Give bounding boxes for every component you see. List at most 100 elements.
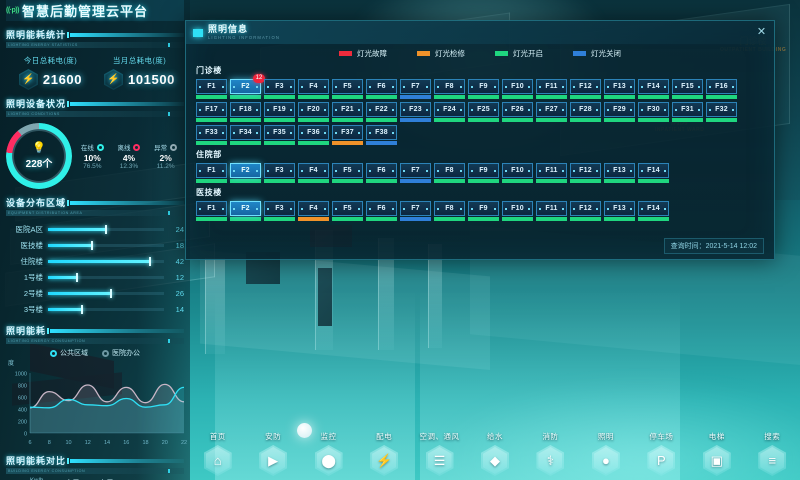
floor-cell-f6[interactable]: F6 [366, 79, 397, 99]
floor-cell-f17[interactable]: F17 [196, 102, 227, 122]
close-icon[interactable]: ✕ [756, 26, 767, 38]
nav-item-bulb[interactable]: 照明 ● [582, 431, 630, 476]
floor-cell-f1[interactable]: F1 [196, 201, 227, 221]
floor-cell-f22[interactable]: F22 [366, 102, 397, 122]
floor-cell-f25[interactable]: F25 [468, 102, 499, 122]
floor-cell-f13[interactable]: F13 [604, 79, 635, 99]
floor-cell-f2[interactable]: F2 [230, 201, 261, 221]
floor-cell-f30[interactable]: F30 [638, 102, 669, 122]
floor-cell-f5[interactable]: F5 [332, 201, 363, 221]
floor-cell-f6[interactable]: F6 [366, 163, 397, 183]
floor-cell-f19[interactable]: F19 [264, 102, 295, 122]
floor-cell-status [264, 179, 295, 183]
floor-cell-status [570, 118, 601, 122]
floor-cell-f29[interactable]: F29 [604, 102, 635, 122]
nav-item-search[interactable]: 搜索 ≡ [748, 431, 796, 476]
floor-cell-f12[interactable]: F12 [570, 201, 601, 221]
floor-cell-f3[interactable]: F3 [264, 201, 295, 221]
floor-cell-f7[interactable]: F7 [400, 79, 431, 99]
floor-cell-f13[interactable]: F13 [604, 201, 635, 221]
floor-cell-f2[interactable]: F2 12 [230, 74, 265, 99]
floor-cell-f7[interactable]: F7 [400, 201, 431, 221]
floor-cell-f4[interactable]: F4 [298, 201, 329, 221]
nav-item-home[interactable]: 首页 ⌂ [194, 431, 242, 476]
nav-item-elevator[interactable]: 电梯 ▣ [693, 431, 741, 476]
floor-cell-f8[interactable]: F8 [434, 201, 465, 221]
floor-cell-f14[interactable]: F14 [638, 163, 669, 183]
floor-cell-f14[interactable]: F14 [638, 201, 669, 221]
floor-cell-f38[interactable]: F38 [366, 125, 397, 145]
floor-cell-f5[interactable]: F5 [332, 163, 363, 183]
floor-cell-f7[interactable]: F7 [400, 163, 431, 183]
floor-cell-label: F5 [343, 83, 352, 90]
floor-cell-f31[interactable]: F31 [672, 102, 703, 122]
nav-item-monitor[interactable]: 监控 ⬤ [305, 431, 353, 476]
floor-cell-f1[interactable]: F1 [196, 79, 227, 99]
floor-cell-f34[interactable]: F34 [230, 125, 261, 145]
svg-text:0: 0 [24, 432, 27, 438]
nav-item-hvac[interactable]: 空调、通风 ☰ [416, 431, 464, 476]
floor-cell-status [604, 179, 635, 183]
floor-cell-f27[interactable]: F27 [536, 102, 567, 122]
floor-cell-f5[interactable]: F5 [332, 79, 363, 99]
floor-cell-f16[interactable]: F16 [706, 79, 737, 99]
nav-item-camera[interactable]: 安防 ▶ [249, 431, 297, 476]
floor-cell-f32[interactable]: F32 [706, 102, 737, 122]
floor-cell-label: F11 [545, 205, 558, 212]
floor-cell-label: F2 [241, 83, 250, 90]
floor-cell-f15[interactable]: F15 [672, 79, 703, 99]
floor-cell-f11[interactable]: F11 [536, 201, 567, 221]
floor-cell-f2[interactable]: F2 [230, 163, 261, 183]
floor-cell-body: F37 [332, 125, 363, 140]
floor-cell-f9[interactable]: F9 [468, 201, 499, 221]
floor-cell-f10[interactable]: F10 [502, 163, 533, 183]
floor-cell-f23[interactable]: F23 [400, 102, 431, 122]
floor-cell-f26[interactable]: F26 [502, 102, 533, 122]
floor-cell-f13[interactable]: F13 [604, 163, 635, 183]
floor-cell-f10[interactable]: F10 [502, 201, 533, 221]
floor-cell-body: F20 [298, 102, 329, 117]
nav-item-water[interactable]: 给水 ◆ [471, 431, 519, 476]
floor-cell-f4[interactable]: F4 [298, 163, 329, 183]
floor-cell-f33[interactable]: F33 [196, 125, 227, 145]
floor-cell-f9[interactable]: F9 [468, 163, 499, 183]
floor-cell-f12[interactable]: F12 [570, 163, 601, 183]
floor-cell-label: F9 [479, 83, 488, 90]
nav-item-bolt[interactable]: 配电 ⚡ [360, 431, 408, 476]
floor-cell-f11[interactable]: F11 [536, 79, 567, 99]
floor-cell-f8[interactable]: F8 [434, 163, 465, 183]
nav-label: 搜索 [764, 432, 781, 441]
nav-hex-background: ▶ [259, 445, 288, 476]
radio-public-area[interactable]: 公共区域 [50, 348, 88, 358]
floor-cell-f10[interactable]: F10 [502, 79, 533, 99]
bar-knob [109, 288, 112, 298]
radio-hospital-office[interactable]: 医院办公 [102, 348, 140, 358]
floor-cell-f21[interactable]: F21 [332, 102, 363, 122]
floor-cell-f12[interactable]: F12 [570, 79, 601, 99]
floor-cell-f18[interactable]: F18 [230, 102, 261, 122]
floor-cell-f28[interactable]: F28 [570, 102, 601, 122]
floor-cell-f11[interactable]: F11 [536, 163, 567, 183]
nav-item-fire[interactable]: 消防 ⚕ [526, 431, 574, 476]
floor-cell-f3[interactable]: F3 [264, 79, 295, 99]
floor-cell-f24[interactable]: F24 [434, 102, 465, 122]
floor-cell-f3[interactable]: F3 [264, 163, 295, 183]
floor-cell-f9[interactable]: F9 [468, 79, 499, 99]
floor-cell-f8[interactable]: F8 [434, 79, 465, 99]
floor-cell-f20[interactable]: F20 [298, 102, 329, 122]
floor-cell-f1[interactable]: F1 [196, 163, 227, 183]
floor-cell-f37[interactable]: F37 [332, 125, 363, 145]
bar-value: 26 [175, 288, 184, 298]
floor-cell-body: F22 [366, 102, 397, 117]
floor-cell-f36[interactable]: F36 [298, 125, 329, 145]
panel-title-en: LIGHTING ENERGY STATISTICS [6, 42, 184, 48]
floor-cell-f4[interactable]: F4 [298, 79, 329, 99]
floor-cell-f6[interactable]: F6 [366, 201, 397, 221]
nav-label: 空调、通风 [419, 432, 460, 441]
bar-knob [105, 224, 107, 234]
floor-cell-label: F38 [375, 129, 388, 136]
floor-cell-f35[interactable]: F35 [264, 125, 295, 145]
floor-cell-f14[interactable]: F14 [638, 79, 669, 99]
nav-item-parking[interactable]: 停车场 P [637, 431, 685, 476]
floor-cell-body: F3 [264, 79, 295, 94]
